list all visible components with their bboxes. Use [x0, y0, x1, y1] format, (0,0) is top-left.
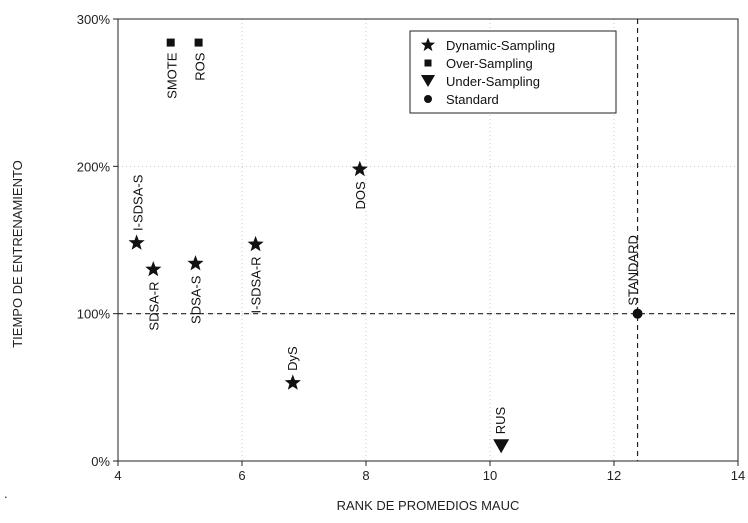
point-label-dos: DOS [353, 181, 368, 210]
axis-ticks: 4 6 8 10 12 14 0% 100% 200% 300% [77, 12, 745, 483]
point-label-sdsa-r: SDSA-R [146, 281, 161, 330]
point-marker-rus [493, 439, 510, 454]
point-label-rus: RUS [493, 406, 508, 434]
legend-label: Under-Sampling [446, 74, 540, 89]
stray-period: . [4, 486, 8, 501]
point-marker-sdsa-r [145, 261, 162, 277]
x-tick-label: 8 [362, 468, 369, 483]
legend-label: Dynamic-Sampling [446, 38, 555, 53]
plot-area-frame [117, 18, 739, 462]
point-marker-i-sdsa-s [128, 234, 145, 250]
x-tick-label: 14 [731, 468, 745, 483]
point-label-i-sdsa-r: I-SDSA-R [249, 256, 264, 313]
point-label-sdsa-s: SDSA-S [189, 275, 204, 324]
point-marker-ros [194, 38, 203, 47]
point-marker-smote [166, 38, 175, 47]
legend-star-icon [420, 37, 436, 52]
x-tick-label: 6 [238, 468, 245, 483]
point-marker-i-sdsa-r [247, 235, 264, 252]
point-marker-dys [284, 374, 301, 390]
x-tick-label: 12 [607, 468, 621, 483]
legend-label: Standard [446, 92, 499, 107]
point-label-dys: DyS [285, 346, 300, 371]
y-axis-title: TIEMPO DE ENTRENAMIENTO [10, 160, 25, 348]
data-points: SMOTE ROS I-SDSA-S SDSA-R SDSA-S I-SDSA-R DyS D… [128, 38, 643, 454]
point-marker-standard [632, 308, 643, 319]
point-marker-dos [351, 160, 368, 177]
legend-square-icon [424, 59, 432, 67]
y-tick-label: 100% [77, 307, 111, 322]
legend-circle-icon [424, 95, 432, 103]
legend-box [409, 30, 617, 114]
legend-label: Over-Sampling [446, 56, 533, 71]
point-label-smote: SMOTE [165, 52, 180, 99]
y-tick-label: 300% [77, 12, 111, 27]
point-label-ros: ROS [193, 52, 208, 81]
legend: Dynamic-Sampling Over-Sampling Under-Sampl… [409, 30, 617, 114]
y-tick-label: 0% [91, 454, 110, 469]
point-label-standard: STANDARD [626, 235, 641, 306]
legend-triangle-icon [421, 75, 435, 87]
x-tick-label: 4 [114, 468, 121, 483]
point-label-i-sdsa-s: I-SDSA-S [131, 174, 146, 231]
x-tick-label: 10 [483, 468, 497, 483]
x-axis-title: RANK DE PROMEDIOS MAUC [337, 498, 520, 513]
point-marker-sdsa-s [187, 255, 204, 271]
y-tick-label: 200% [77, 159, 111, 174]
